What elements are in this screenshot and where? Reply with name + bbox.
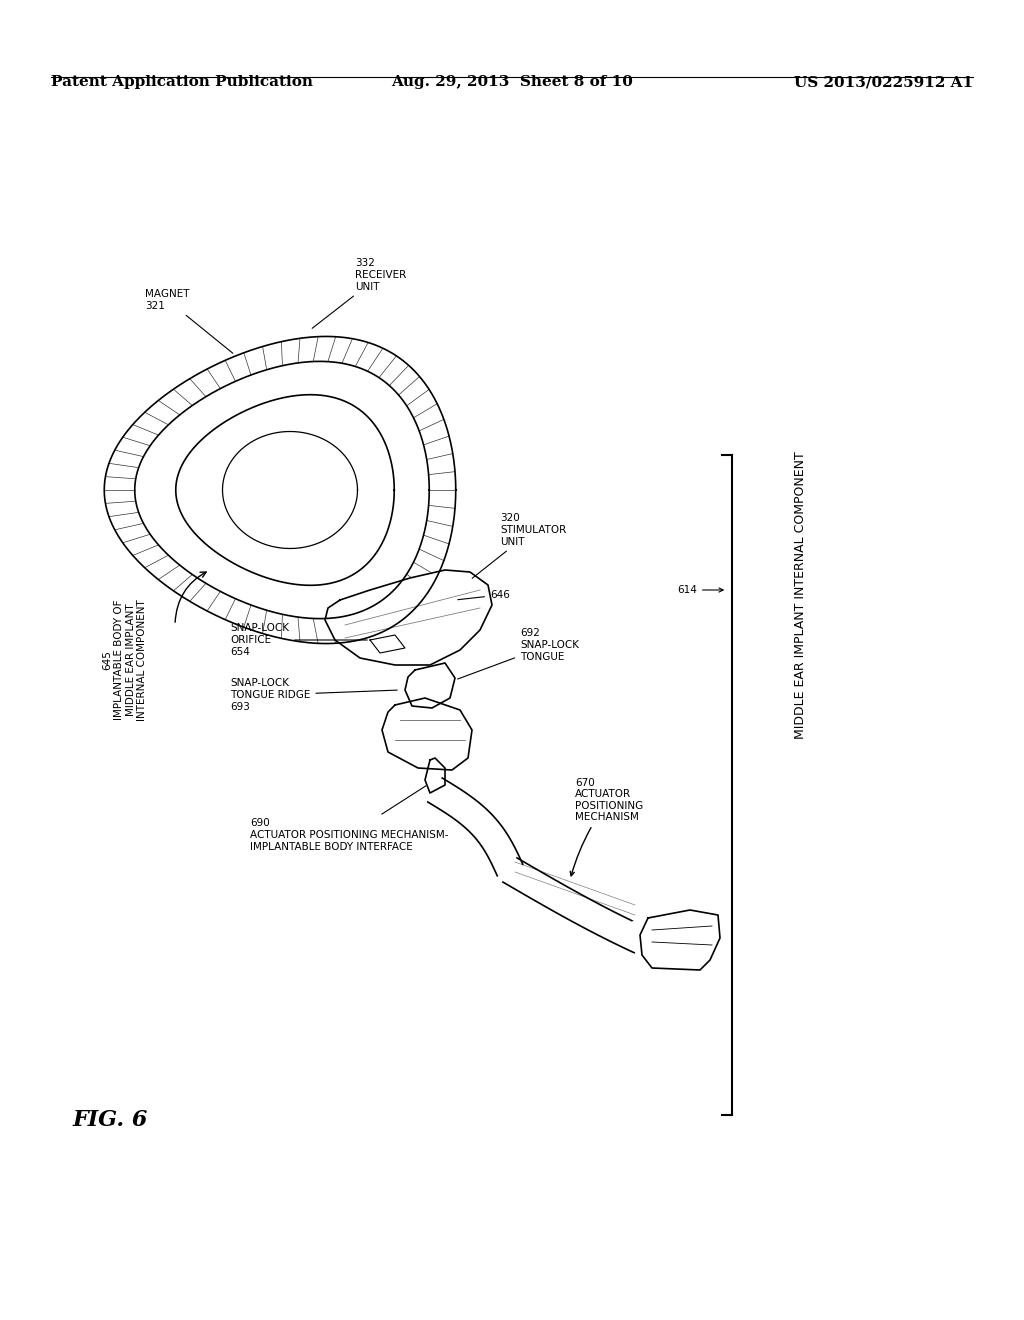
Text: 646: 646: [458, 590, 510, 601]
Polygon shape: [325, 570, 492, 665]
Text: 645
IMPLANTABLE BODY OF
MIDDLE EAR IMPLANT
INTERNAL COMPONENT: 645 IMPLANTABLE BODY OF MIDDLE EAR IMPLA…: [102, 599, 147, 721]
Polygon shape: [425, 758, 445, 793]
Circle shape: [500, 861, 520, 880]
Polygon shape: [382, 698, 472, 770]
Text: 670
ACTUATOR
POSITIONING
MECHANISM: 670 ACTUATOR POSITIONING MECHANISM: [570, 777, 643, 876]
Circle shape: [701, 916, 749, 964]
Circle shape: [620, 909, 660, 950]
Polygon shape: [503, 858, 646, 953]
Circle shape: [287, 490, 303, 506]
Text: SNAP-LOCK
ORIFICE
654: SNAP-LOCK ORIFICE 654: [230, 623, 368, 656]
Polygon shape: [406, 663, 455, 708]
Text: FIG. 6: FIG. 6: [73, 1109, 147, 1131]
Circle shape: [743, 925, 769, 950]
Circle shape: [267, 470, 323, 525]
Polygon shape: [176, 395, 394, 585]
Polygon shape: [428, 777, 522, 875]
Text: 692
SNAP-LOCK
TONGUE: 692 SNAP-LOCK TONGUE: [458, 628, 579, 678]
Text: SNAP-LOCK
TONGUE RIDGE
693: SNAP-LOCK TONGUE RIDGE 693: [230, 678, 397, 711]
Circle shape: [734, 916, 778, 960]
Text: 320
STIMULATOR
UNIT: 320 STIMULATOR UNIT: [472, 513, 566, 578]
Text: 332
RECEIVER
UNIT: 332 RECEIVER UNIT: [312, 259, 407, 329]
Text: 690
ACTUATOR POSITIONING MECHANISM-
IMPLANTABLE BODY INTERFACE: 690 ACTUATOR POSITIONING MECHANISM- IMPL…: [250, 781, 449, 851]
Circle shape: [629, 919, 651, 941]
Circle shape: [492, 851, 528, 888]
Text: Aug. 29, 2013  Sheet 8 of 10: Aug. 29, 2013 Sheet 8 of 10: [391, 75, 633, 88]
Polygon shape: [104, 337, 456, 644]
Circle shape: [711, 927, 739, 954]
Text: MAGNET
321: MAGNET 321: [145, 289, 232, 354]
Text: US 2013/0225912 A1: US 2013/0225912 A1: [794, 75, 973, 88]
Polygon shape: [640, 909, 720, 970]
Text: MIDDLE EAR IMPLANT INTERNAL COMPONENT: MIDDLE EAR IMPLANT INTERNAL COMPONENT: [794, 451, 807, 739]
Text: Patent Application Publication: Patent Application Publication: [51, 75, 313, 88]
Polygon shape: [222, 432, 357, 549]
Text: 614: 614: [677, 585, 723, 595]
